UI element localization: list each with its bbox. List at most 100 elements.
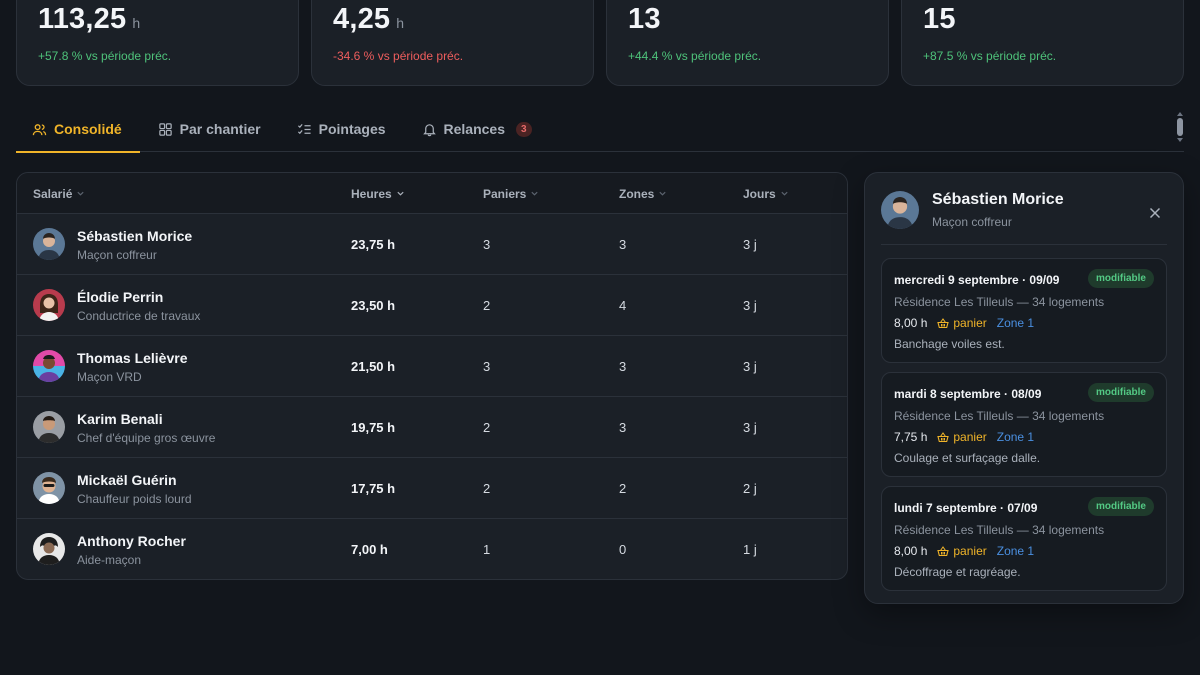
- entry-site: Résidence Les Tilleuls — 34 logements: [894, 409, 1105, 423]
- panel-employee-role: Maçon coffreur: [932, 214, 1012, 229]
- zones-cell: 3: [619, 420, 627, 435]
- basket-icon: [937, 431, 950, 442]
- entry-meta: 8,00 h panier Zone 1: [894, 544, 1154, 558]
- scroll-down-icon[interactable]: [1177, 138, 1183, 142]
- zones-cell: 0: [619, 542, 627, 557]
- days-cell: 3 j: [743, 237, 757, 252]
- view-tabs: Consolidé Par chantier Pointages Relance…: [16, 106, 1184, 153]
- table-row[interactable]: Karim Benali Chef d'équipe gros œuvre 19,…: [17, 397, 847, 458]
- table-row[interactable]: Thomas Lelièvre Maçon VRD 21,50 h 3 3 3 j: [17, 336, 847, 397]
- basket-icon: [937, 545, 950, 556]
- avatar: [33, 533, 65, 565]
- stat-delta: +44.4 % vs période préc.: [628, 49, 762, 63]
- time-entry-card[interactable]: lundi 7 septembre · 07/09 modifiable Rés…: [881, 486, 1167, 591]
- close-panel-button[interactable]: [1145, 203, 1165, 223]
- employee-name: Karim Benali: [77, 410, 163, 427]
- editable-badge: modifiable: [1087, 497, 1154, 516]
- entry-date: mercredi 9 septembre · 09/09: [894, 273, 1060, 287]
- entry-zone: Zone 1: [996, 316, 1035, 330]
- days-cell: 3 j: [743, 359, 757, 374]
- tab-label: Consolidé: [54, 121, 122, 137]
- tabs-scrollbar[interactable]: [1176, 112, 1184, 148]
- tab-reminders[interactable]: Relances 3: [404, 106, 550, 152]
- scroll-up-icon[interactable]: [1177, 112, 1183, 116]
- entry-date: mardi 8 septembre · 08/09: [894, 387, 1042, 401]
- avatar: [33, 289, 65, 321]
- panel-employee-name: Sébastien Morice: [932, 190, 1064, 208]
- employee-role: Maçon VRD: [77, 369, 142, 384]
- tab-label: Relances: [443, 121, 505, 137]
- employee-cell: Élodie Perrin Conductrice de travaux: [77, 275, 200, 336]
- employee-role: Chef d'équipe gros œuvre: [77, 430, 216, 445]
- baskets-cell: 3: [483, 359, 491, 374]
- entry-site: Résidence Les Tilleuls — 34 logements: [894, 295, 1105, 309]
- baskets-cell: 2: [483, 481, 491, 496]
- avatar: [33, 472, 65, 504]
- chevron-down-icon: [531, 191, 538, 196]
- stat-delta: +57.8 % vs période préc.: [38, 49, 172, 63]
- hours-cell: 23,75 h: [351, 237, 396, 252]
- tab-label: Par chantier: [179, 121, 261, 137]
- tab-consolidated[interactable]: Consolidé: [16, 106, 140, 153]
- days-cell: 1 j: [743, 542, 757, 557]
- zones-cell: 3: [619, 359, 627, 374]
- stat-value: 4,25 h: [333, 3, 405, 35]
- panel-header: Sébastien Morice Maçon coffreur: [881, 189, 1167, 245]
- employee-role: Aide-maçon: [77, 552, 142, 567]
- entry-meta: 7,75 h panier Zone 1: [894, 430, 1154, 444]
- entry-hours: 7,75 h: [894, 430, 928, 444]
- table-header: Salarié Heures Paniers Zones Jours: [17, 173, 847, 214]
- chevron-down-icon: [659, 191, 666, 196]
- users-icon: [32, 123, 47, 135]
- zones-cell: 3: [619, 237, 627, 252]
- stat-value: 15: [923, 3, 956, 35]
- table-row[interactable]: Mickaël Guérin Chauffeur poids lourd 17,7…: [17, 458, 847, 519]
- entry-zone: Zone 1: [996, 544, 1035, 558]
- tab-time-entries[interactable]: Pointages: [279, 106, 404, 152]
- table-row[interactable]: Élodie Perrin Conductrice de travaux 23,5…: [17, 275, 847, 336]
- hours-cell: 7,00 h: [351, 542, 388, 557]
- stat-value: 13: [628, 3, 661, 35]
- time-entry-card[interactable]: mercredi 9 septembre · 09/09 modifiable …: [881, 258, 1167, 363]
- entry-hours: 8,00 h: [894, 316, 928, 330]
- column-header-hours[interactable]: Heures: [351, 173, 405, 214]
- zones-cell: 4: [619, 298, 627, 313]
- employee-name: Mickaël Guérin: [77, 471, 177, 488]
- baskets-cell: 3: [483, 237, 491, 252]
- employees-table: Salarié Heures Paniers Zones Jours Sébas…: [16, 172, 848, 580]
- hours-cell: 23,50 h: [351, 298, 396, 313]
- baskets-cell: 2: [483, 298, 491, 313]
- column-header-days[interactable]: Jours: [743, 173, 789, 214]
- tab-by-site[interactable]: Par chantier: [140, 106, 279, 152]
- column-header-employee[interactable]: Salarié: [33, 173, 85, 214]
- avatar: [881, 190, 919, 229]
- stat-card-baskets: 13 +44.4 % vs période préc.: [606, 0, 889, 86]
- column-header-zones[interactable]: Zones: [619, 173, 667, 214]
- entry-note: Banchage voiles est.: [894, 337, 1005, 351]
- hours-cell: 17,75 h: [351, 481, 396, 496]
- days-cell: 3 j: [743, 420, 757, 435]
- employee-cell: Anthony Rocher Aide-maçon: [77, 519, 186, 579]
- zones-cell: 2: [619, 481, 627, 496]
- table-row[interactable]: Anthony Rocher Aide-maçon 7,00 h 1 0 1 j: [17, 519, 847, 579]
- table-row[interactable]: Sébastien Morice Maçon coffreur 23,75 h 3…: [17, 214, 847, 275]
- scroll-thumb[interactable]: [1177, 118, 1183, 136]
- chevron-down-icon: [77, 191, 84, 196]
- time-entry-card[interactable]: mardi 8 septembre · 08/09 modifiable Rés…: [881, 372, 1167, 477]
- stat-card-overtime: 4,25 h -34.6 % vs période préc.: [311, 0, 594, 86]
- stat-delta: +87.5 % vs période préc.: [923, 49, 1057, 63]
- hours-cell: 19,75 h: [351, 420, 396, 435]
- employee-cell: Sébastien Morice Maçon coffreur: [77, 214, 192, 275]
- hours-cell: 21,50 h: [351, 359, 396, 374]
- employee-name: Sébastien Morice: [77, 227, 193, 244]
- baskets-cell: 2: [483, 420, 491, 435]
- editable-badge: modifiable: [1087, 269, 1154, 288]
- column-header-baskets[interactable]: Paniers: [483, 173, 539, 214]
- entry-site: Résidence Les Tilleuls — 34 logements: [894, 523, 1105, 537]
- reminders-count-badge: 3: [516, 121, 532, 137]
- employee-role: Conductrice de travaux: [77, 308, 201, 323]
- entry-note: Décoffrage et ragréage.: [894, 565, 1021, 579]
- stat-delta: -34.6 % vs période préc.: [333, 49, 464, 63]
- employee-role: Chauffeur poids lourd: [77, 491, 192, 506]
- avatar: [33, 411, 65, 443]
